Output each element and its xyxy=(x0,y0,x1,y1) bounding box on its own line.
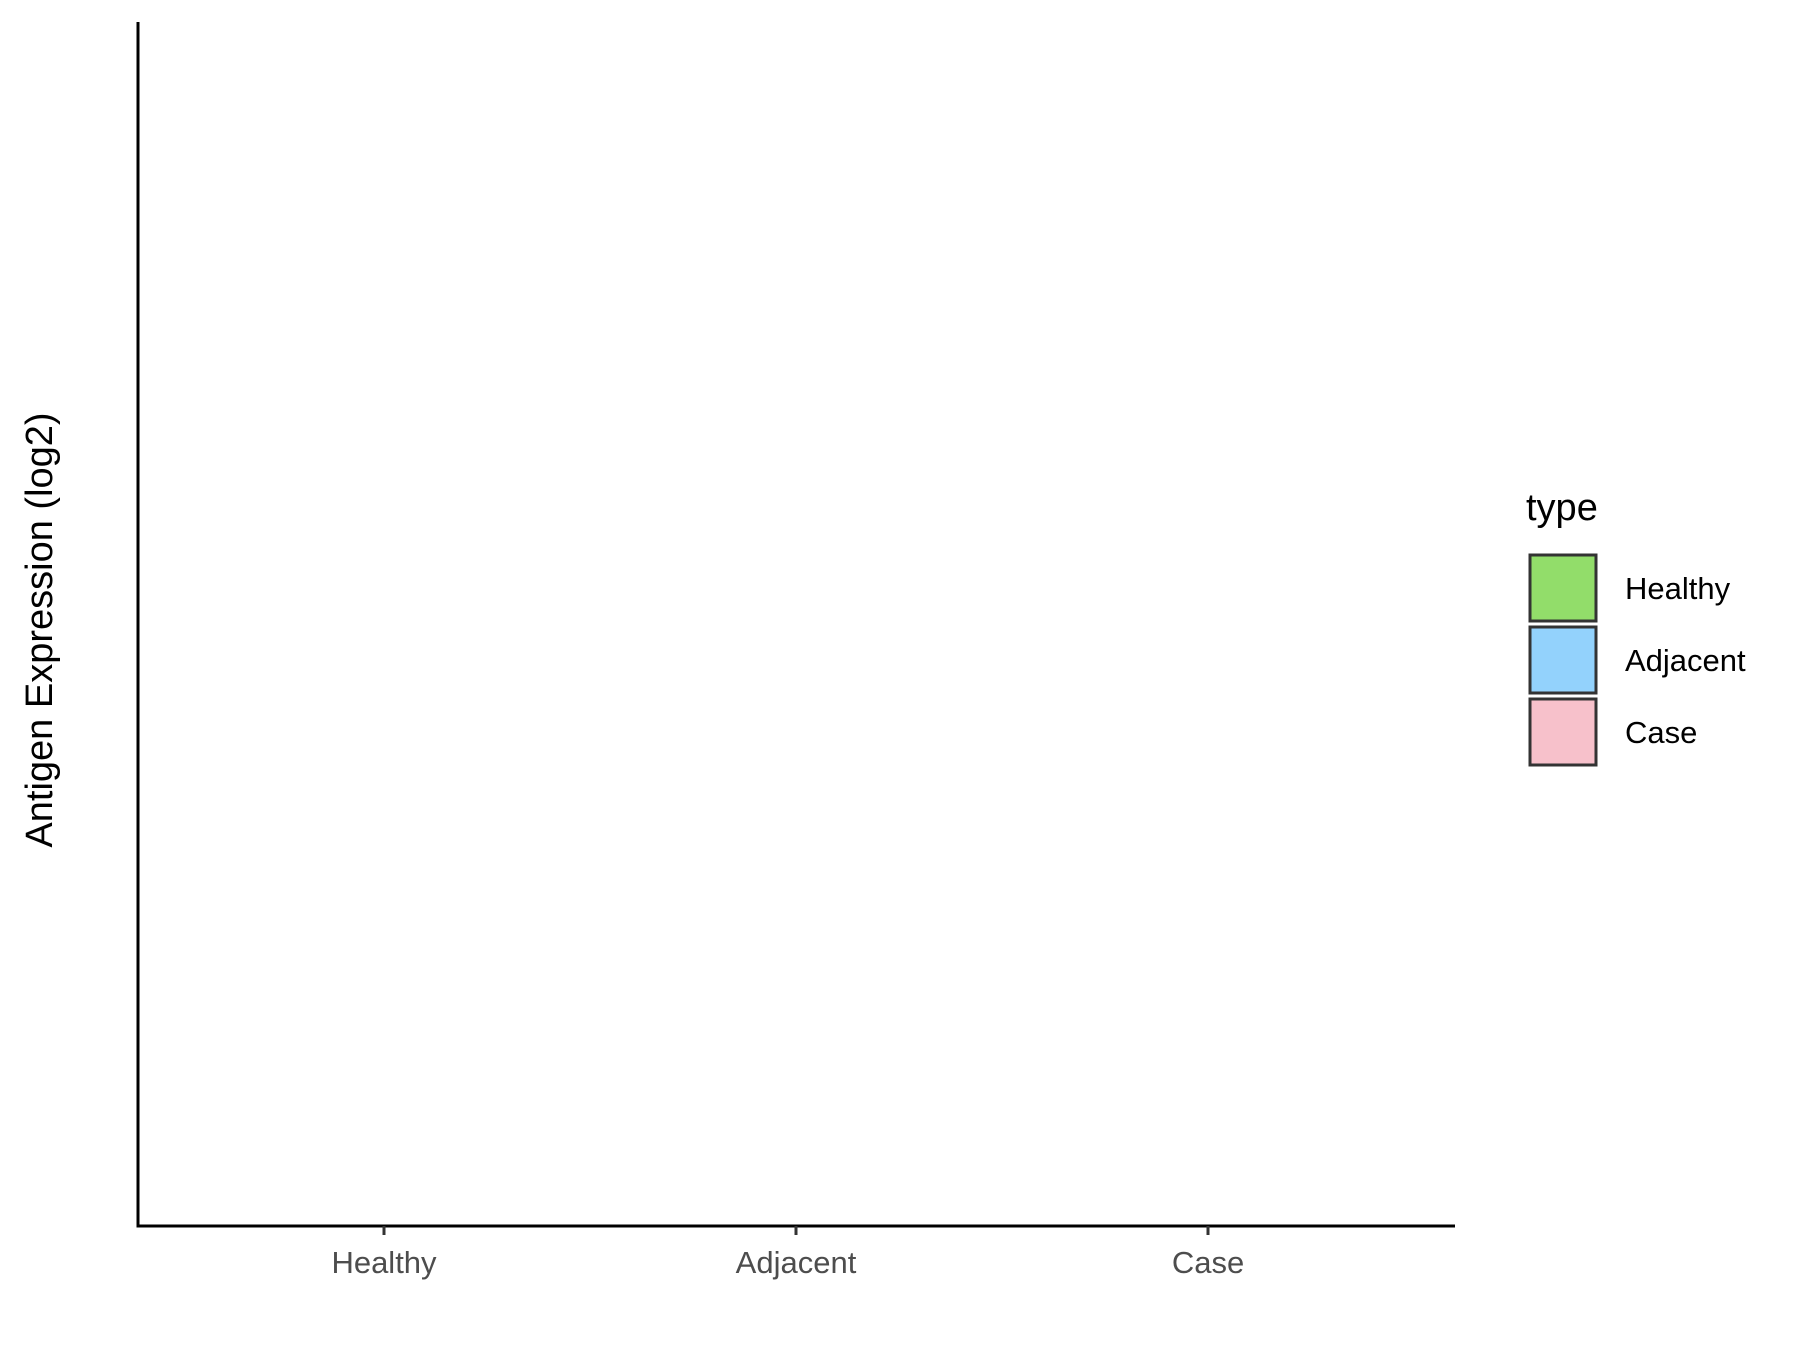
x-axis-ticks: Healthy Adjacent Case xyxy=(331,1226,1244,1280)
legend-key-healthy xyxy=(1528,553,1598,623)
legend-label-healthy: Healthy xyxy=(1625,571,1731,606)
legend-key-case xyxy=(1528,697,1598,767)
legend-key-adjacent xyxy=(1528,625,1598,695)
legend-label-adjacent: Adjacent xyxy=(1625,643,1746,678)
x-tick-label: Case xyxy=(1172,1245,1244,1280)
x-tick-label: Healthy xyxy=(331,1245,437,1280)
legend-label-case: Case xyxy=(1625,715,1697,750)
legend: Healthy Adjacent Case xyxy=(1528,553,1746,767)
x-tick-label: Adjacent xyxy=(736,1245,857,1280)
legend-title: type xyxy=(1526,487,1598,529)
y-axis-title: Antigen Expression (log2) xyxy=(19,412,61,847)
